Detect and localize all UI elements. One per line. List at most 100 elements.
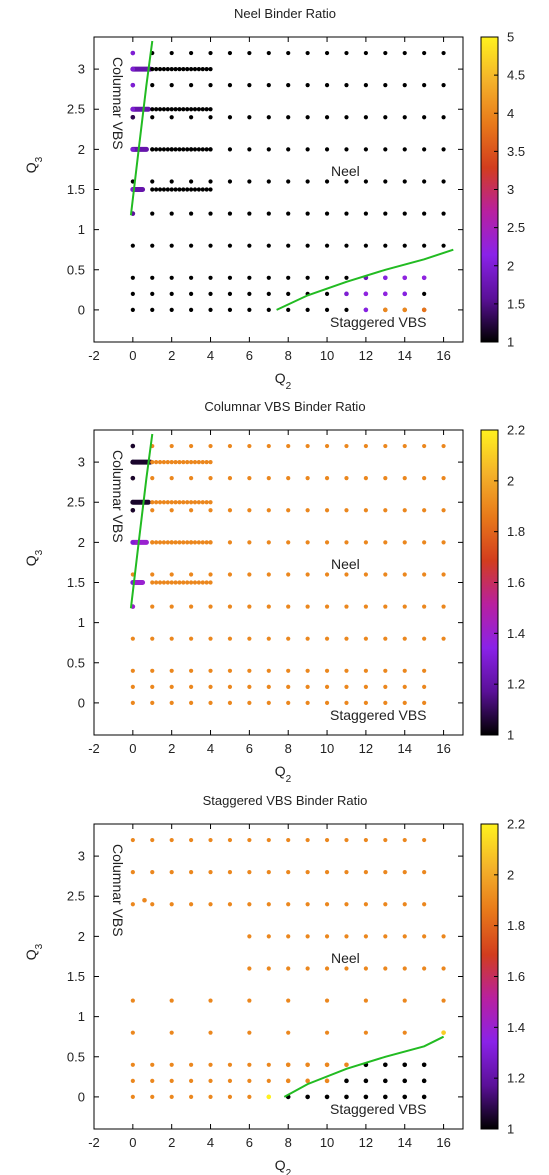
data-point [150, 580, 155, 585]
data-point [305, 508, 310, 513]
data-point [344, 443, 349, 449]
data-point [363, 966, 368, 971]
data-point [266, 934, 271, 939]
data-point [169, 700, 174, 705]
data-point [383, 572, 388, 577]
colorbar-tick-label: 2.2 [507, 423, 525, 438]
data-point [247, 83, 252, 88]
x-tick-label: 4 [207, 348, 214, 363]
data-point [169, 275, 174, 280]
data-point [441, 636, 446, 641]
data-point [189, 700, 194, 705]
data-point [150, 83, 155, 88]
data-point [266, 147, 271, 152]
data-point [421, 1078, 427, 1084]
data-point [266, 179, 271, 184]
data-point [150, 307, 155, 312]
data-point [383, 870, 388, 875]
colorbar-tick-label: 2 [507, 473, 514, 488]
colorbar-tick-label: 1.4 [507, 1020, 525, 1035]
data-point [363, 179, 368, 184]
data-point [247, 508, 252, 513]
y-tick-label: 1 [78, 222, 85, 237]
phase-boundary-line [129, 40, 154, 216]
data-point [200, 147, 205, 152]
data-point [150, 291, 155, 296]
phase-boundary-line [129, 433, 154, 609]
colorbar-tick-label: 1.6 [507, 969, 525, 984]
data-point [130, 106, 136, 112]
data-point [192, 540, 198, 545]
y-tick-label: 1 [78, 615, 85, 630]
data-point [189, 668, 194, 673]
data-point [286, 572, 291, 577]
x-tick-label: 16 [436, 348, 450, 363]
data-point [247, 604, 252, 609]
data-point [286, 50, 291, 56]
data-point [363, 147, 368, 152]
data-point [150, 572, 155, 577]
data-point [169, 684, 174, 689]
data-point [266, 540, 271, 545]
data-point [247, 572, 252, 577]
data-point [130, 114, 136, 120]
x-tick-label: 14 [398, 1135, 412, 1150]
data-point [383, 966, 388, 971]
data-point [266, 668, 271, 673]
x-tick-label: 0 [129, 348, 136, 363]
x-tick-label: 8 [285, 1135, 292, 1150]
x-tick-label: -2 [88, 741, 100, 756]
x-tick-label: 16 [436, 741, 450, 756]
data-point [192, 67, 198, 72]
data-point [189, 636, 194, 641]
data-point [402, 211, 407, 216]
data-point [150, 275, 155, 280]
data-point [169, 837, 174, 843]
region-label-neel: Neel [331, 163, 360, 179]
data-point [305, 1094, 310, 1100]
data-point [196, 187, 201, 192]
data-point [189, 107, 194, 112]
data-point [286, 902, 291, 907]
data-point [344, 684, 349, 689]
data-point [286, 443, 291, 449]
data-point [157, 580, 163, 585]
data-point [383, 115, 388, 120]
data-point [286, 998, 291, 1003]
data-point [200, 500, 205, 505]
data-point [266, 636, 271, 641]
data-point [286, 508, 291, 513]
data-point [130, 998, 135, 1003]
data-point [185, 107, 190, 112]
data-point [285, 1062, 291, 1068]
data-point [208, 1062, 213, 1067]
region-label-staggered: Staggered VBS [330, 707, 427, 723]
data-point [208, 870, 213, 875]
y-tick-label: 0 [78, 695, 85, 710]
data-point [208, 998, 213, 1003]
data-point [208, 837, 213, 843]
data-point [150, 115, 155, 120]
data-point [130, 275, 135, 280]
data-point [185, 540, 190, 545]
data-point [421, 1062, 427, 1068]
data-point [247, 540, 252, 545]
data-point [189, 604, 194, 609]
colorbar-tick-label: 1 [507, 728, 514, 743]
data-point [189, 243, 194, 248]
data-point [161, 67, 167, 72]
data-point [227, 211, 233, 216]
data-point [383, 291, 388, 297]
data-point [402, 1062, 408, 1068]
data-point [247, 684, 252, 689]
data-point [227, 636, 233, 641]
x-tick-label: 12 [359, 741, 373, 756]
colorbar-tick-label: 2.2 [507, 817, 525, 832]
data-point [363, 83, 368, 88]
y-tick-label: 1.5 [67, 969, 85, 984]
data-point [169, 115, 174, 120]
data-point [324, 572, 330, 577]
data-point [266, 307, 271, 312]
data-point [196, 500, 201, 505]
